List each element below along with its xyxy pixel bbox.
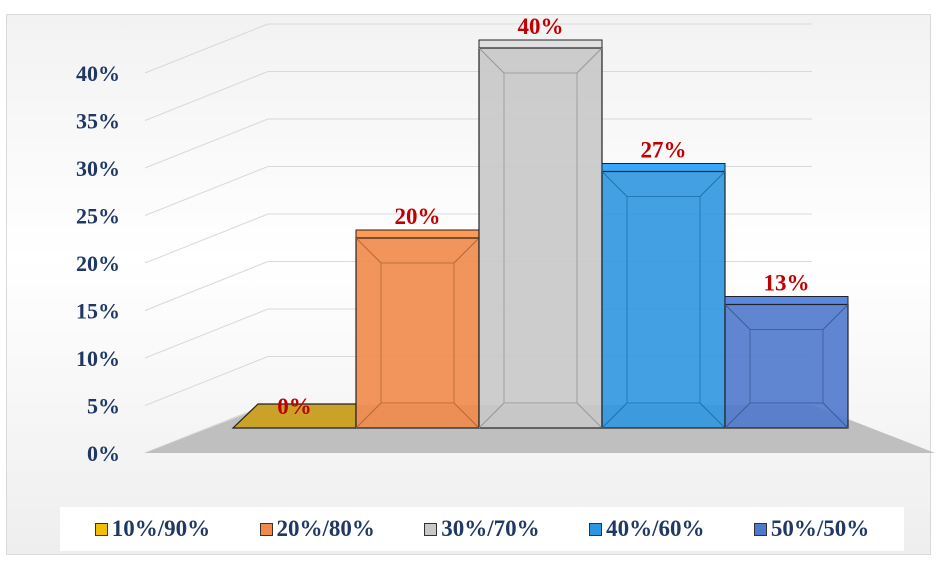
data-label-4: 13% <box>764 271 810 296</box>
gridline-side-5 <box>144 166 269 216</box>
y-tick-label-1: 5% <box>87 394 120 419</box>
bar-front-3 <box>601 170 726 429</box>
legend-swatch-0 <box>94 522 108 536</box>
gridline-side-3 <box>144 261 269 311</box>
y-tick-label-4: 20% <box>76 251 120 276</box>
bar-top-4 <box>724 296 849 305</box>
y-tick-label-3: 15% <box>76 299 120 324</box>
gridline-side-2 <box>144 308 269 359</box>
legend-swatch-1 <box>259 522 273 536</box>
legend-label-1: 20%/80% <box>276 516 375 541</box>
legend-swatch-4 <box>753 522 767 536</box>
legend-item-1: 20%/80% <box>259 516 375 542</box>
data-label-0: 0% <box>277 394 312 419</box>
bar-front-1 <box>355 237 480 429</box>
bar-4 <box>724 296 849 429</box>
gridline-side-6 <box>144 118 269 169</box>
y-tick-label-5: 25% <box>76 204 120 229</box>
legend-label-2: 30%/70% <box>441 516 540 541</box>
y-axis-ticks: 0% 5% 10% 15% 20% 25% 30% 35% 40% <box>76 61 120 466</box>
gridline-side-7 <box>144 71 269 121</box>
legend-label-4: 50%/50% <box>770 516 870 541</box>
legend-item-3: 40%/60% <box>589 516 704 542</box>
legend-item-2: 30%/70% <box>424 516 540 542</box>
legend-swatch-2 <box>424 522 438 536</box>
legend-label-3: 40%/60% <box>606 516 705 541</box>
gridline-side-1 <box>144 356 269 406</box>
data-label-1: 20% <box>395 204 441 229</box>
legend: 10%/90% 20%/80% 30%/70% 40%/60% 50%/50% <box>60 507 904 551</box>
y-tick-label-6: 30% <box>76 156 120 181</box>
data-label-2: 40% <box>518 14 564 39</box>
y-tick-label-8: 40% <box>76 61 120 86</box>
gridline-side-8 <box>144 23 269 74</box>
y-tick-label-2: 10% <box>76 346 120 371</box>
y-tick-label-7: 35% <box>76 109 120 134</box>
data-label-3: 27% <box>641 138 687 163</box>
bar-top-2 <box>478 39 603 49</box>
gridline-side-0 <box>144 403 269 454</box>
legend-label-0: 10%/90% <box>111 516 211 541</box>
legend-item-0: 10%/90% <box>94 516 211 542</box>
bar-2 <box>478 39 603 429</box>
y-tick-label-0: 0% <box>87 441 120 466</box>
gridline-side-4 <box>144 213 269 264</box>
bars <box>231 39 849 429</box>
legend-item-4: 50%/50% <box>753 516 870 542</box>
legend-swatch-3 <box>589 522 603 536</box>
bar-top-3 <box>601 163 726 172</box>
data-labels: 0% 20% 40% 27% 13% <box>277 14 809 419</box>
bar-top-1 <box>355 229 480 239</box>
bar-3 <box>601 163 726 429</box>
bar-front-2 <box>478 47 603 429</box>
bar-1 <box>355 229 480 429</box>
